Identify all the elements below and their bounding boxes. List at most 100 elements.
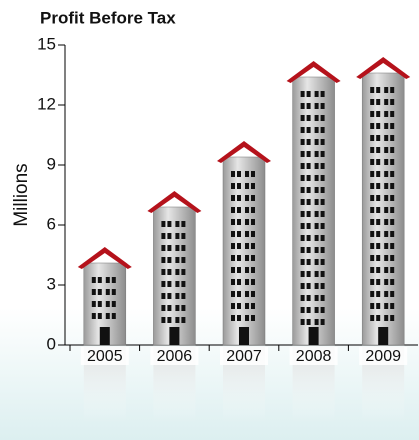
window <box>370 183 374 189</box>
window <box>231 207 235 213</box>
window <box>175 257 179 263</box>
window <box>231 255 235 261</box>
y-tick-label: 9 <box>47 154 56 173</box>
window <box>167 293 171 299</box>
window <box>376 231 380 237</box>
window <box>390 255 394 261</box>
window <box>251 291 255 297</box>
window <box>315 247 319 253</box>
window <box>321 295 325 301</box>
window <box>390 99 394 105</box>
window <box>315 211 319 217</box>
window <box>390 195 394 201</box>
window <box>376 123 380 129</box>
window <box>251 231 255 237</box>
background <box>0 0 419 440</box>
window <box>181 221 185 227</box>
window <box>251 315 255 321</box>
window <box>175 233 179 239</box>
window <box>161 245 165 251</box>
window <box>390 159 394 165</box>
window <box>384 171 388 177</box>
window <box>237 255 241 261</box>
window <box>370 99 374 105</box>
window <box>106 277 110 283</box>
window <box>301 151 305 157</box>
window <box>384 291 388 297</box>
window <box>315 283 319 289</box>
window <box>315 115 319 121</box>
window <box>301 247 305 253</box>
window <box>321 235 325 241</box>
window <box>315 103 319 109</box>
window <box>251 303 255 309</box>
y-tick-label: 12 <box>37 94 56 113</box>
window <box>112 301 116 307</box>
window <box>301 163 305 169</box>
window <box>390 87 394 93</box>
window <box>237 303 241 309</box>
window <box>307 151 311 157</box>
window <box>307 271 311 277</box>
window <box>161 233 165 239</box>
window <box>376 255 380 261</box>
window <box>307 127 311 133</box>
window <box>175 245 179 251</box>
window <box>370 111 374 117</box>
window <box>251 219 255 225</box>
window <box>390 123 394 129</box>
window <box>376 111 380 117</box>
window <box>376 291 380 297</box>
window <box>161 269 165 275</box>
window <box>181 281 185 287</box>
window <box>390 243 394 249</box>
window <box>376 99 380 105</box>
window <box>384 147 388 153</box>
window <box>301 295 305 301</box>
window <box>231 303 235 309</box>
window <box>390 303 394 309</box>
window <box>376 267 380 273</box>
door <box>309 327 319 345</box>
window <box>161 305 165 311</box>
window <box>376 171 380 177</box>
window <box>321 163 325 169</box>
door <box>100 327 110 345</box>
window <box>301 127 305 133</box>
window <box>307 139 311 145</box>
window <box>390 147 394 153</box>
window <box>370 243 374 249</box>
window <box>251 183 255 189</box>
window <box>251 279 255 285</box>
window <box>245 279 249 285</box>
window <box>181 317 185 323</box>
window <box>181 245 185 251</box>
window <box>370 303 374 309</box>
window <box>301 187 305 193</box>
window <box>315 151 319 157</box>
window <box>237 183 241 189</box>
window <box>370 159 374 165</box>
window <box>390 219 394 225</box>
window <box>245 255 249 261</box>
window <box>384 279 388 285</box>
window <box>161 221 165 227</box>
window <box>161 317 165 323</box>
window <box>181 293 185 299</box>
window <box>321 127 325 133</box>
window <box>390 267 394 273</box>
window <box>251 195 255 201</box>
window <box>376 207 380 213</box>
window <box>384 219 388 225</box>
window <box>98 301 102 307</box>
window <box>237 231 241 237</box>
window <box>245 183 249 189</box>
window <box>92 289 96 295</box>
window <box>307 319 311 325</box>
window <box>245 171 249 177</box>
window <box>376 219 380 225</box>
window <box>245 231 249 237</box>
window <box>315 223 319 229</box>
window <box>237 315 241 321</box>
window <box>245 267 249 273</box>
